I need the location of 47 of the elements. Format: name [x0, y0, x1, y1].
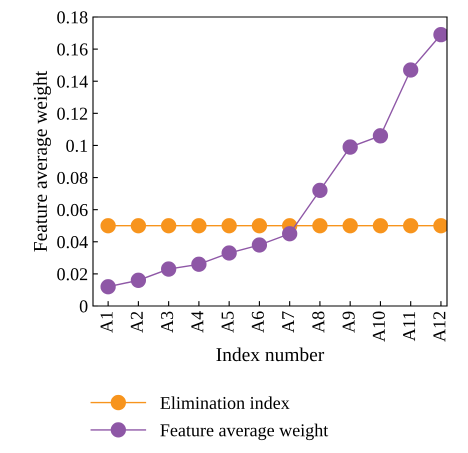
point: [222, 218, 237, 234]
y-tick-label: 0.12: [57, 108, 88, 120]
point: [252, 237, 268, 253]
y-tick-label: 0.16: [57, 43, 88, 56]
legend-label: Feature average weight: [160, 424, 328, 440]
x-tick-label: A1: [100, 312, 112, 333]
y-tick-label: 0.02: [57, 268, 88, 280]
y-tick-label: 0.08: [57, 172, 88, 184]
point: [372, 128, 388, 144]
point: [252, 218, 268, 234]
point: [130, 272, 146, 288]
x-tick-label: A10: [372, 312, 385, 342]
point: [282, 226, 298, 242]
point: [342, 139, 358, 155]
point: [130, 218, 146, 234]
x-tick-label: A12: [433, 312, 446, 342]
y-tick-label: 0.04: [57, 236, 88, 248]
point: [161, 218, 176, 234]
point: [342, 218, 358, 234]
point: [161, 261, 176, 277]
point: [222, 245, 237, 261]
legend-label: Elimination index: [160, 396, 290, 410]
y-tick-label: 0.14: [57, 75, 88, 88]
x-axis-title: Index number: [216, 348, 324, 362]
x-tick-label: A2: [130, 312, 143, 333]
x-tick-label: A7: [282, 311, 294, 333]
x-tick-label: A11: [403, 312, 416, 342]
y-axis-title: Feature average weight: [33, 70, 51, 252]
point: [312, 218, 328, 234]
y-tick-label: 0.18: [57, 11, 88, 24]
point: [191, 218, 207, 234]
x-tick-label: A9: [342, 312, 355, 333]
point: [403, 218, 418, 234]
point: [312, 182, 328, 198]
x-tick-label: A3: [161, 312, 174, 333]
x-tick-label: A8: [312, 312, 324, 333]
point: [100, 218, 116, 234]
point: [100, 279, 116, 294]
x-tick-label: A4: [191, 311, 204, 333]
y-tick-label: 0.1: [66, 140, 88, 152]
y-tick-label: 0.06: [57, 204, 88, 216]
x-tick-label: A6: [252, 311, 264, 333]
point: [372, 218, 388, 234]
y-tick-label: 0: [80, 300, 88, 312]
point: [403, 62, 418, 78]
point: [191, 256, 207, 272]
x-tick-label: A5: [222, 312, 234, 333]
